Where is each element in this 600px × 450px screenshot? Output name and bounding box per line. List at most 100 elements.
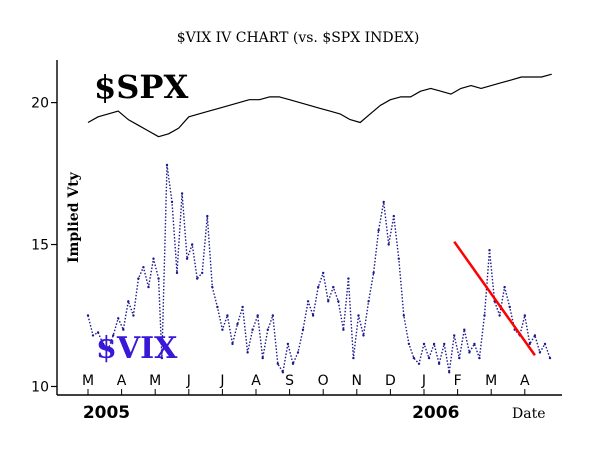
vix-point [201, 271, 204, 275]
vix-point [127, 300, 130, 303]
vix-point [301, 328, 305, 331]
vix-point [402, 314, 405, 317]
vix-point [281, 371, 285, 374]
vix-point [367, 300, 370, 303]
vix-point [226, 314, 229, 317]
x-tick-label: A [520, 373, 530, 389]
vix-point [372, 271, 375, 275]
vix-point [448, 371, 451, 374]
vix-point [311, 314, 315, 317]
vix-point [236, 322, 239, 326]
vix-point [231, 342, 234, 346]
x-tick-label: O [318, 373, 329, 389]
vix-series-label: $VIX [96, 331, 178, 366]
vix-point [468, 351, 471, 354]
vix-point [463, 328, 466, 331]
vix-point [165, 163, 169, 167]
vix-point [377, 229, 380, 232]
vix-point [478, 356, 481, 360]
vix-point [296, 351, 300, 354]
vix-point [533, 334, 537, 337]
vix-point [122, 328, 125, 331]
vix-point [157, 277, 160, 280]
vix-point [132, 314, 135, 317]
vix-point [251, 328, 254, 331]
vix-point [96, 331, 100, 334]
vix-point [362, 334, 365, 337]
vix-point [101, 342, 105, 346]
x-tick-label: S [285, 373, 294, 389]
vix-point [86, 314, 90, 317]
vix-point [342, 328, 345, 331]
vix-point [276, 362, 279, 365]
y-tick-label: 20 [31, 96, 49, 112]
vix-point [432, 342, 436, 346]
vix-point [543, 342, 547, 346]
year-label-2005: 2005 [83, 403, 130, 423]
vix-point [488, 249, 491, 252]
vix-point [548, 356, 552, 360]
vix-point [322, 271, 325, 275]
vix-point [206, 214, 209, 218]
y-tick-label: 10 [31, 379, 49, 395]
spx-series-line [87, 73, 552, 138]
vix-point [347, 277, 350, 280]
vix-point [352, 356, 355, 360]
vix-point [387, 243, 390, 246]
vix-point [107, 348, 110, 351]
vix-point [246, 351, 249, 354]
x-tick-label: A [117, 373, 127, 389]
vix-point [483, 314, 486, 317]
vix-point [241, 305, 244, 309]
vix-point [142, 266, 145, 269]
vix-point [422, 342, 426, 346]
vix-point [291, 362, 295, 365]
vix-point [473, 342, 476, 346]
y-axis-ticks: 10 15 20 [31, 96, 57, 395]
series-layer [86, 73, 552, 374]
vix-point [91, 334, 95, 337]
vix-point [332, 285, 335, 289]
x-tick-label: J [421, 373, 426, 389]
vix-point [523, 314, 526, 317]
vix-point [137, 277, 140, 280]
chart-title: $VIX IV CHART (vs. $SPX INDEX) [177, 30, 420, 46]
vix-point [528, 342, 531, 346]
vix-point [112, 334, 115, 337]
vix-point [503, 285, 506, 289]
vix-point [443, 342, 446, 346]
vix-series-line [87, 164, 551, 373]
vix-point [160, 356, 164, 360]
vix-point [508, 305, 511, 309]
vix-point [191, 243, 194, 246]
vix-point [271, 314, 274, 317]
x-tick-label: A [251, 373, 261, 389]
x-tick-label: N [352, 373, 362, 389]
x-tick-label: M [82, 373, 94, 389]
x-axis-label: Date [512, 406, 545, 422]
vix-point [437, 362, 441, 365]
vix-point [221, 328, 224, 331]
x-tick-label: D [385, 373, 396, 389]
x-tick-label: J [186, 373, 191, 389]
spx-series-label: $SPX [94, 68, 188, 106]
vix-point [397, 257, 400, 260]
plot-frame [56, 60, 562, 396]
vix-point [392, 214, 395, 218]
vix-point [216, 305, 219, 309]
x-tick-label: F [454, 373, 462, 389]
vix-point [382, 200, 385, 204]
vix-point [317, 285, 320, 289]
vix-point [453, 334, 456, 337]
vix-trendline [453, 240, 536, 356]
vix-point [180, 192, 184, 195]
x-tick-label: J [219, 373, 224, 389]
vix-point [498, 314, 501, 317]
vix-point [407, 342, 411, 346]
vix-point [538, 351, 542, 354]
vix-point [327, 300, 330, 303]
vix-point [185, 257, 189, 260]
vix-point [117, 317, 120, 320]
